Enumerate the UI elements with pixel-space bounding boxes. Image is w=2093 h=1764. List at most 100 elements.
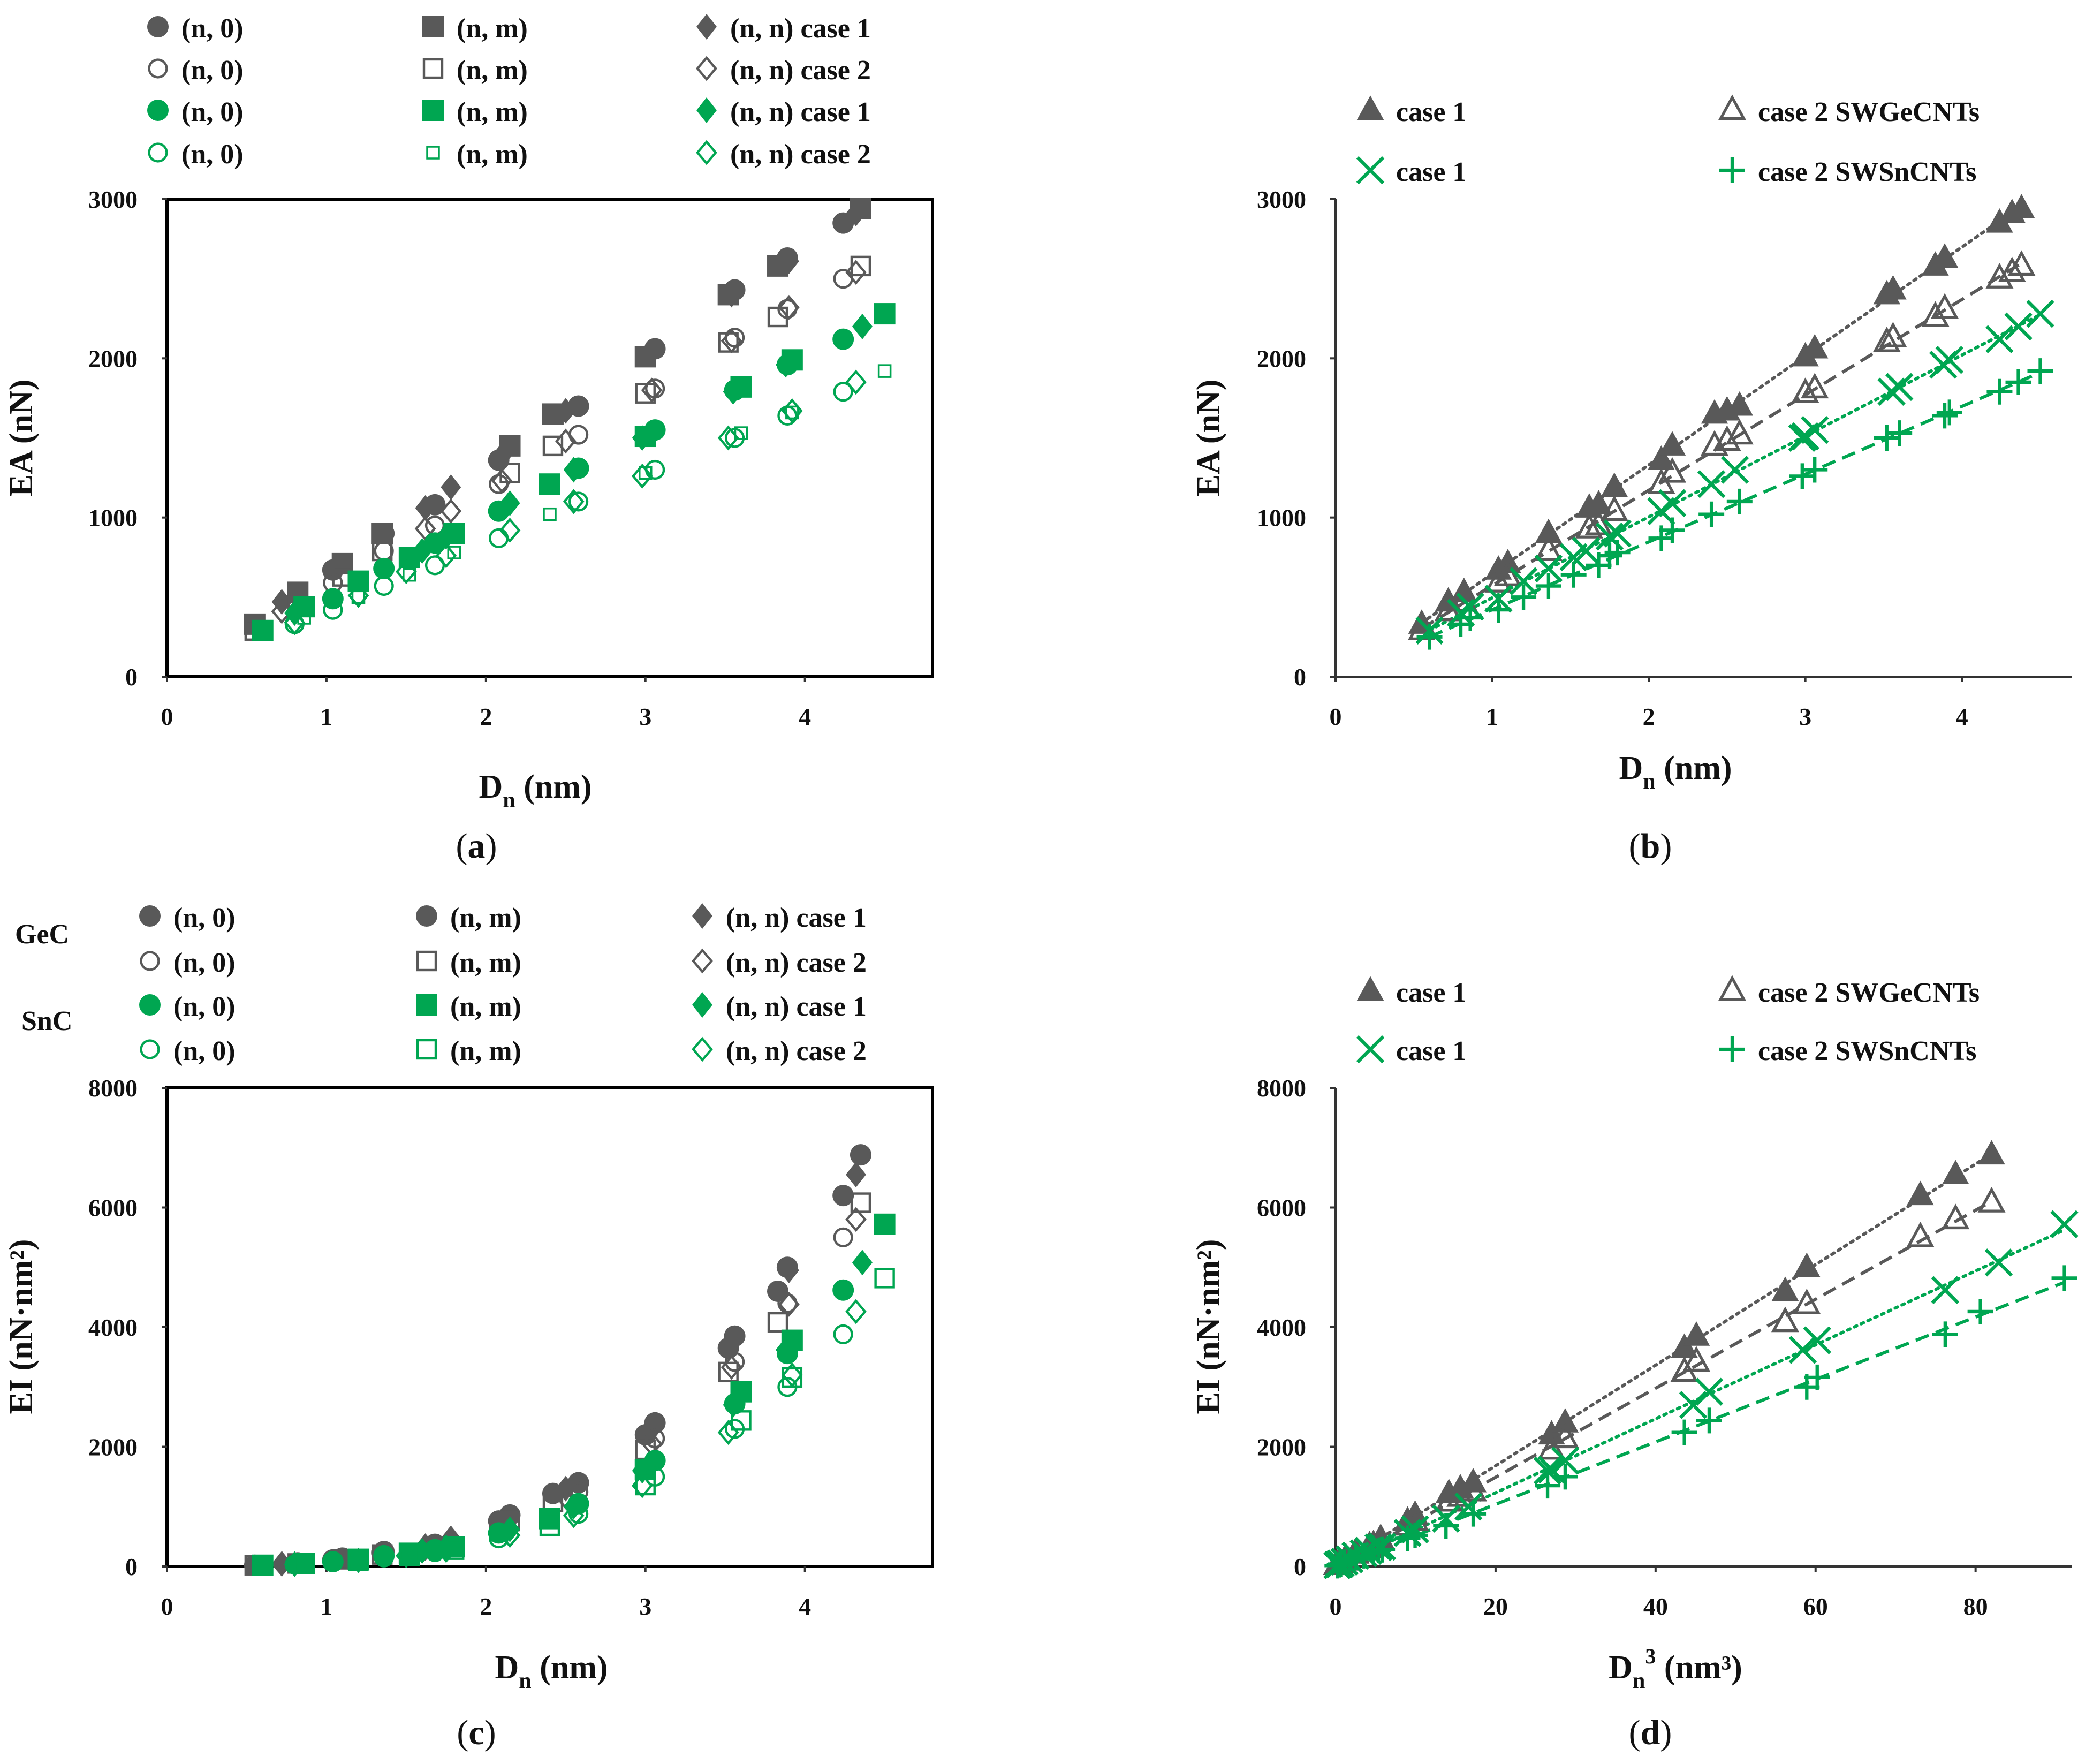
point-swgecnts-case-1 [1658,431,1686,456]
point-gec-n-n-case-2 [778,1292,800,1317]
y-tick-label: 0 [125,1553,138,1580]
point-gec-n-n-case-2 [845,260,867,285]
point-snc-n-m-case-1 [539,473,560,495]
trendline-swgecnts-case-2 [1336,1200,1993,1567]
y-tick-label: 3000 [1257,186,1306,213]
point-snc-n-n-case-2 [631,1473,653,1498]
x-tick-label: 3 [639,1593,651,1620]
point-swgecnts-case-1 [1879,275,1907,300]
point-gec-n-m-case-2 [718,1361,739,1383]
legend-label: (n, 0) [181,13,244,44]
legend-label: (n, n) case 2 [730,55,871,86]
point-gec-n-n-case-1 [721,282,742,308]
point-gec-n-0-case-2 [833,1227,853,1247]
point-swsncnts-case-1 [1803,1326,1831,1354]
legend-marker-swsncnts-case-2 [1719,157,1745,183]
y-tick-label: 8000 [1257,1074,1306,1102]
point-swsncnts-case-1 [1509,567,1538,595]
point-snc-n-n-case-2 [284,1551,306,1577]
x-tick-label: 20 [1483,1593,1508,1620]
point-snc-n-m-case-1 [874,303,896,325]
point-swsncnts-case-2 [1874,425,1900,451]
point-snc-n-m-case-2 [785,405,799,420]
y-tick-label: 1000 [88,504,138,532]
legend: case 1 case 2 SWGeCNTs case 1 case 2 SWSnCN… [1356,94,1980,187]
point-swsncnts-case-2 [1936,399,1962,426]
point-swgecnts-case-2 [1791,377,1819,403]
point-swsncnts-case-2 [1433,1513,1459,1539]
point-swgecnts-case-1 [1986,208,2013,233]
point-snc-n-0-case-2 [833,1324,853,1345]
point-snc-n-0-case-2 [568,491,589,512]
point-swgecnts-case-2 [1930,293,1959,319]
point-snc-n-n-case-1 [412,538,433,564]
point-swsncnts-case-2 [1331,1549,1358,1576]
x-tick-label: 2 [480,1593,492,1620]
point-gec-n-n-case-1 [846,200,866,226]
x-tick-label: 3 [639,703,651,730]
point-swgecnts-case-2 [1872,327,1901,352]
point-gec-n-0-case-2 [724,328,745,348]
point-swgecnts-case-2 [1658,457,1687,483]
point-gec-n-n-case-1 [491,442,512,468]
point-swsncnts-case-2 [1460,1501,1487,1527]
point-swgecnts-case-1 [1793,1252,1821,1277]
point-swgecnts-case-2 [1921,301,1950,327]
legend-marker-swgecnts-case-1 [1356,95,1384,120]
legend-marker-snc-n-n-case-1 [692,992,712,1018]
point-swsncnts-case-2 [1485,597,1512,623]
x-tick-label: 1 [320,1593,332,1620]
point-snc-n-n-case-2 [631,463,653,489]
point-swsncnts-case-2 [2027,358,2053,384]
legend-label: case 2 SWSnCNTs [1758,157,1976,187]
legend-marker-gec-n-n-case-2 [692,948,713,974]
legend-marker-swsncnts-case-1 [1356,156,1385,185]
panel-d: 0 2000 4000 6000 8000 0 20 40 60 80 Dn3 (nm³) EI (n… [1190,975,2079,1693]
point-swsncnts-case-2 [1511,584,1537,610]
point-swsncnts-case-1 [2004,312,2033,341]
x-tick-label: 40 [1643,1593,1668,1620]
y-tick-label: 4000 [88,1314,138,1341]
point-swgecnts-case-2 [2007,250,2036,276]
point-gec-n-n-case-1 [778,1257,799,1283]
legend-marker-swgecnts-case-2 [1718,94,1747,120]
x-tick-label: 1 [320,703,332,730]
point-swsncnts-case-1 [1720,456,1749,484]
point-snc-n-n-case-1 [723,378,744,405]
point-gec-n-m-case-1 [371,523,393,544]
point-snc-n-n-case-1 [852,1250,873,1276]
point-snc-n-0-case-2 [424,1542,445,1562]
point-swgecnts-case-2 [1551,1422,1579,1449]
legend-label: (n, n) case 2 [726,948,867,978]
point-swgecnts-case-2 [1879,322,1907,347]
legend-label: case 1 [1396,1036,1466,1066]
point-swsncnts-case-1 [1695,1377,1724,1406]
point-gec-n-n-case-2 [721,1354,742,1380]
point-snc-n-m-case-2 [351,590,366,604]
point-snc-n-n-case-2 [845,1299,867,1324]
point-gec-n-n-case-2 [845,1207,867,1232]
point-swgecnts-case-2 [1998,256,2026,283]
legend-marker-gec-n-m-case-2 [422,58,444,79]
point-gec-n-n-case-1 [415,495,436,521]
point-gec-n-m-case-1 [850,1144,871,1166]
y-tick-label: 2000 [1257,1434,1306,1461]
point-gec-n-n-case-1 [721,1329,742,1355]
legend-label: (n, 0) [181,97,244,127]
point-swsncnts-case-1 [1658,489,1687,518]
y-tick-label: 6000 [1257,1194,1306,1222]
x-axis-title: Dn (nm) [1619,750,1732,794]
point-snc-n-0-case-2 [645,459,665,480]
legend-marker-gec-n-n-case-1 [696,14,717,40]
legend-marker-gec-n-0-case-1 [147,16,169,37]
point-snc-n-n-case-1 [852,313,873,339]
point-gec-n-n-case-1 [441,474,461,501]
point-swsncnts-case-2 [1698,501,1725,527]
x-tick-label: 3 [1799,703,1811,730]
point-snc-n-m-case-2 [877,364,892,378]
legend-label: case 1 [1396,97,1466,127]
legend-label: (n, m) [457,13,528,44]
legend-marker-gec-n-n-case-1 [692,903,712,929]
point-snc-n-n-case-2 [781,1362,803,1388]
